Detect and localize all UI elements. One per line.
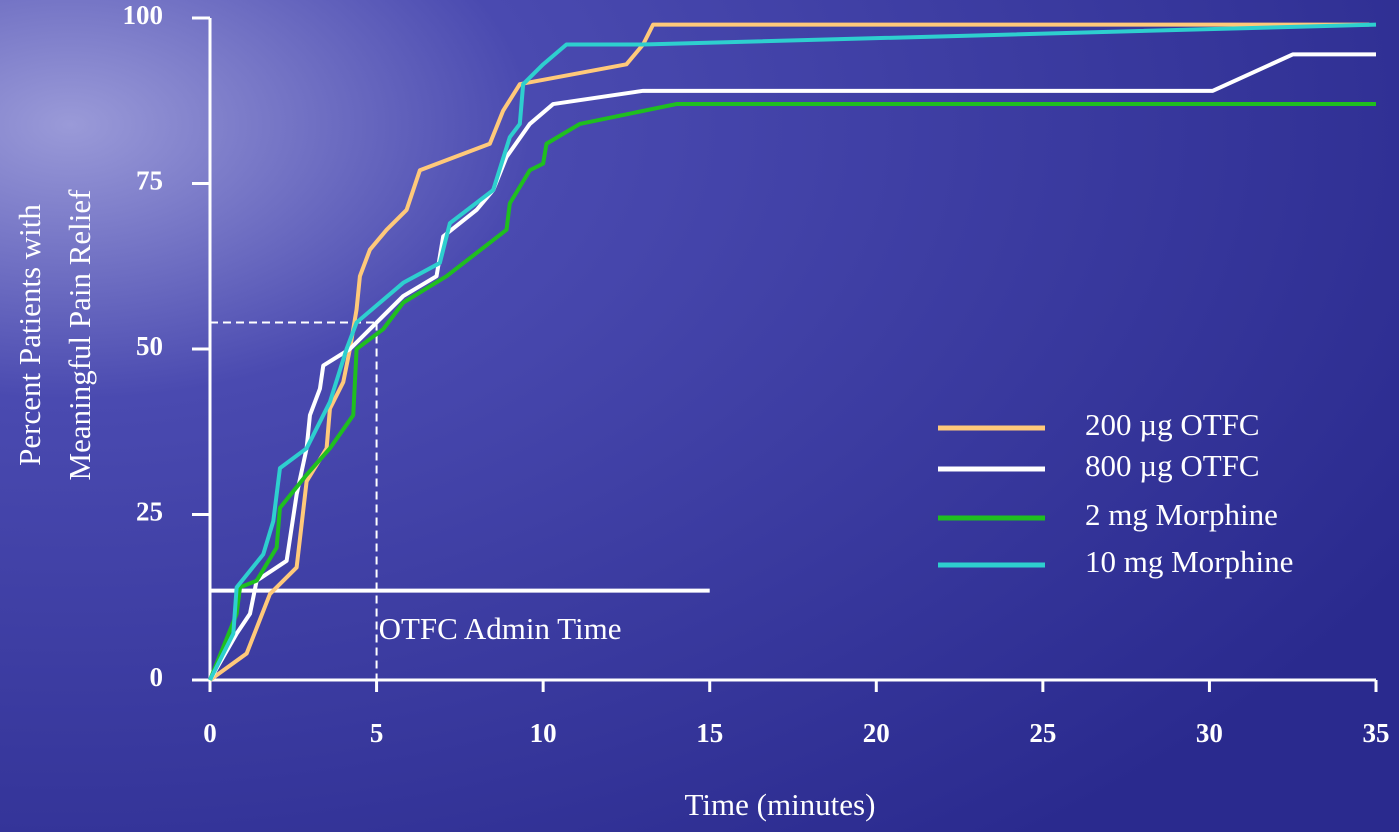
x-tick-label: 35 bbox=[1363, 718, 1390, 748]
annotation: OTFC Admin Time bbox=[379, 611, 622, 646]
series-line bbox=[208, 52, 1376, 681]
x-tick-label: 0 bbox=[203, 718, 217, 748]
y-tick-label: 75 bbox=[136, 166, 163, 196]
x-axis-label: Time (minutes) bbox=[685, 787, 876, 822]
x-tick-label: 5 bbox=[370, 718, 384, 748]
y-tick-label: 0 bbox=[150, 662, 164, 692]
legend-label: 10 mg Morphine bbox=[1085, 544, 1293, 579]
y-axis-label: Meaningful Pain Relief bbox=[62, 189, 97, 481]
series-line bbox=[208, 22, 1377, 681]
y-tick-label: 50 bbox=[136, 331, 163, 361]
x-tick-label: 10 bbox=[530, 718, 557, 748]
x-tick-label: 20 bbox=[863, 718, 890, 748]
x-tick-label: 15 bbox=[696, 718, 723, 748]
series-line bbox=[208, 102, 1376, 681]
x-tick-label: 30 bbox=[1196, 718, 1223, 748]
y-axis-label: Percent Patients with bbox=[12, 204, 47, 466]
series-line bbox=[208, 22, 1370, 682]
y-tick-label: 25 bbox=[136, 497, 163, 527]
legend-label: 2 mg Morphine bbox=[1085, 497, 1278, 532]
legend-label: 800 µg OTFC bbox=[1085, 448, 1260, 483]
y-tick-label: 100 bbox=[123, 0, 164, 30]
legend-label: 200 µg OTFC bbox=[1085, 407, 1260, 442]
x-tick-label: 25 bbox=[1029, 718, 1056, 748]
